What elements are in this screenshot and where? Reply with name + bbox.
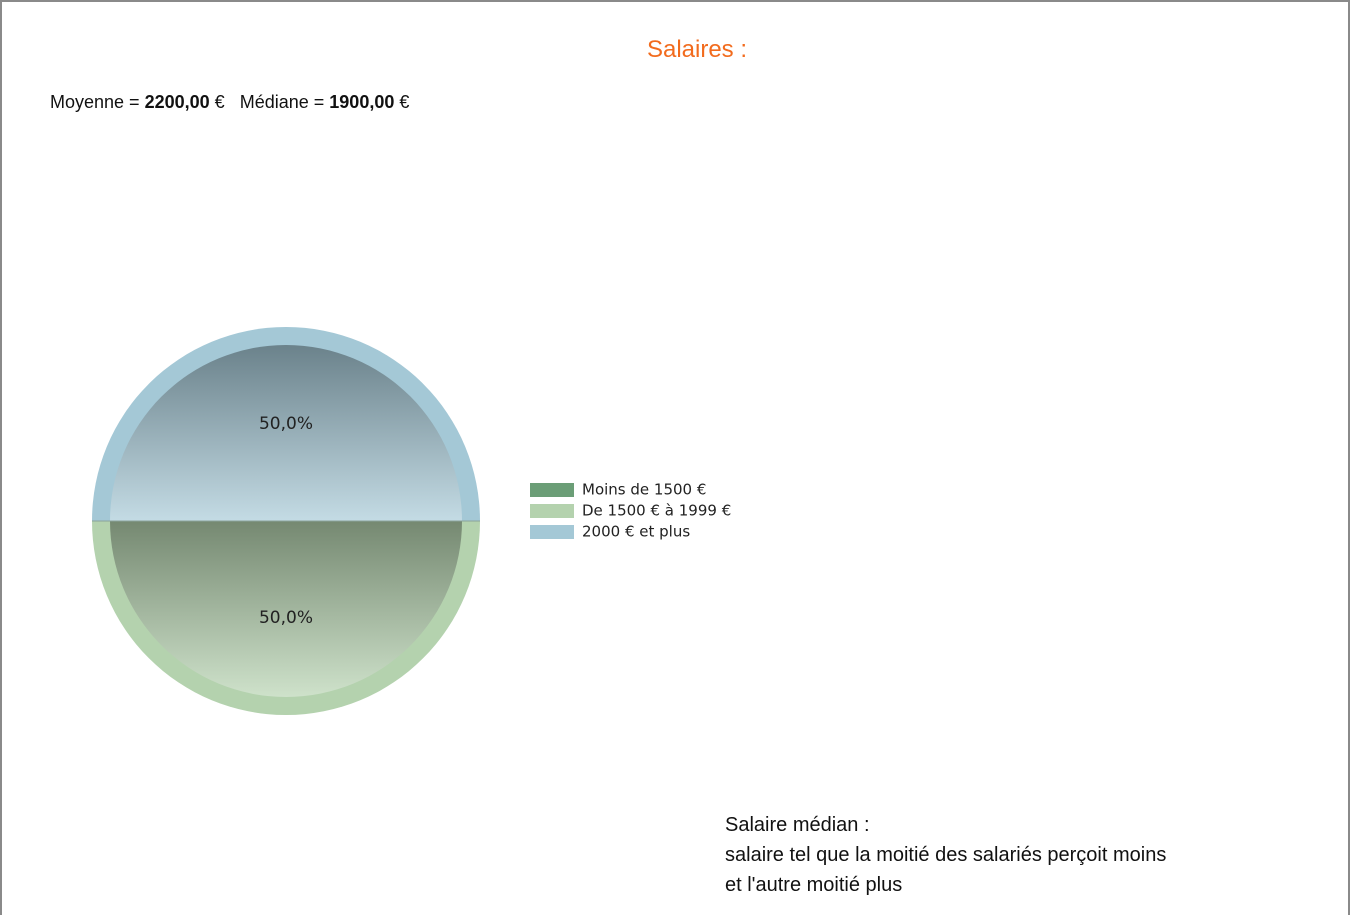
legend-swatch	[530, 483, 574, 497]
median-unit: €	[399, 92, 410, 112]
slice-label: 50,0%	[259, 414, 313, 434]
median-label: Médiane =	[239, 92, 325, 112]
legend-swatch	[530, 504, 574, 518]
legend-swatch	[530, 525, 574, 539]
mean-label: Moyenne =	[50, 92, 140, 112]
mean-unit: €	[214, 92, 225, 112]
slice-shade	[110, 345, 462, 521]
pie-slice	[92, 521, 480, 715]
mean-value: 2200,00	[144, 92, 210, 112]
note-line: et l'autre moitié plus	[725, 874, 903, 896]
note: Salaire médian : salaire tel que la moit…	[725, 810, 1166, 900]
note-line: Salaire médian :	[725, 814, 870, 836]
median-value: 1900,00	[329, 92, 395, 112]
slice-shade	[110, 521, 462, 697]
legend-label: 2000 € et plus	[582, 523, 690, 541]
pie-slice	[92, 327, 480, 521]
slice-label: 50,0%	[259, 608, 313, 628]
legend-label: Moins de 1500 €	[582, 481, 706, 499]
note-line: salaire tel que la moitié des salariés p…	[725, 844, 1167, 866]
page-title: Salaires :	[646, 36, 748, 63]
legend-label: De 1500 € à 1999 €	[582, 502, 731, 520]
stats-line: Moyenne = 2200,00 € Médiane = 1900,00 €	[50, 92, 409, 113]
